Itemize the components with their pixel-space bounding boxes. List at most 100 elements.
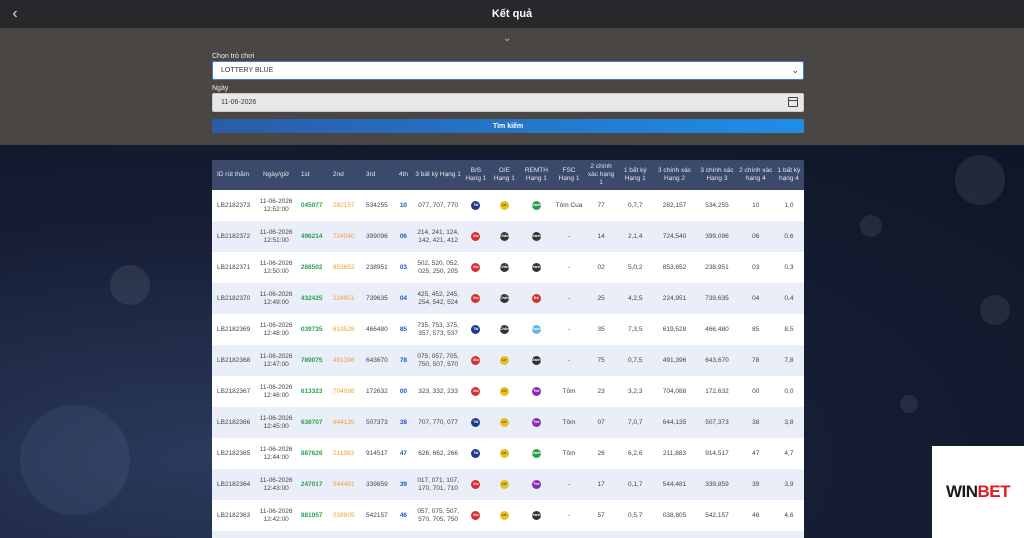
prize-2nd: 491396 bbox=[332, 356, 355, 364]
prize-4th: 39 bbox=[399, 480, 408, 488]
any1-rank4: 0,0 bbox=[784, 387, 794, 395]
remth-cell: Xanh bbox=[519, 500, 553, 531]
exact3-rank2: 619,528 bbox=[662, 325, 687, 333]
fsc-rank1: Tôm bbox=[562, 449, 576, 457]
any1-rank4: 8,5 bbox=[784, 325, 794, 333]
any3-rank1: 075, 057, 705, 750, 507, 570 bbox=[417, 353, 459, 368]
prize-1st: 789075 bbox=[300, 356, 323, 364]
table-row[interactable]: LB2182363 11-06-2026 12:42:00 881057 038805… bbox=[212, 500, 804, 531]
table-row[interactable]: LB2182366 11-06-2026 12:45:00 638707 644135… bbox=[212, 407, 804, 438]
any3-rank1: 057, 075, 507, 570, 705, 750 bbox=[417, 508, 459, 523]
back-arrow-icon[interactable]: ‹ bbox=[12, 5, 18, 22]
results-table: ID rút thăm Ngày/giờ 1st 2nd 3rd 4th 3 b… bbox=[212, 160, 804, 538]
exact2-rank1: 26 bbox=[597, 449, 605, 457]
odd-even-badge: Lẻ bbox=[499, 418, 509, 427]
exact3-rank2: 491,396 bbox=[662, 356, 687, 364]
table-row[interactable]: 11-06- 956, 965 bbox=[212, 531, 804, 538]
draw-id: LB2182372 bbox=[217, 232, 251, 240]
draw-id: LB2182364 bbox=[217, 480, 251, 488]
table-row[interactable]: LB2182367 11-06-2026 12:46:00 613323 704088… bbox=[212, 376, 804, 407]
any3-rank1: 502, 520, 052, 025, 250, 205 bbox=[417, 260, 459, 275]
exact2-rank4: 06 bbox=[752, 232, 760, 240]
col-header: Ngày/giờ bbox=[263, 171, 290, 178]
prize-3rd bbox=[361, 531, 393, 538]
table-row[interactable]: LB2182365 11-06-2026 12:44:00 887626 211883… bbox=[212, 438, 804, 469]
draw-id: LB2182363 bbox=[217, 511, 251, 519]
table-row[interactable]: LB2182373 11-06-2026 12:52:00 045077 282157… bbox=[212, 190, 804, 221]
draw-datetime: 11-06-2026 12:50:00 bbox=[259, 260, 293, 275]
exact3-rank3: 339,859 bbox=[705, 480, 729, 488]
remth-cell: Tím bbox=[519, 376, 553, 407]
table-row[interactable]: LB2182369 11-06-2026 12:48:00 039735 619528… bbox=[212, 314, 804, 345]
odd-even-cell bbox=[489, 531, 519, 538]
prize-1st: 432425 bbox=[300, 294, 323, 302]
any1-rank1: 3,2,3 bbox=[627, 387, 643, 395]
prize-4th: 10 bbox=[399, 201, 408, 209]
exact3-rank2: 211,883 bbox=[663, 449, 687, 457]
search-button[interactable]: Tìm kiếm bbox=[212, 119, 804, 133]
winbet-logo: WINBET bbox=[932, 446, 1024, 538]
col-header: 3rd bbox=[366, 171, 376, 178]
col-header: 1 bất kỳ hạng 4 bbox=[777, 167, 801, 182]
table-row[interactable]: LB2182372 11-06-2026 12:51:00 496214 724540… bbox=[212, 221, 804, 252]
prize-1st bbox=[296, 531, 328, 538]
fsc-rank1: - bbox=[567, 480, 571, 488]
table-row[interactable]: LB2182370 11-06-2026 12:49:00 432425 224951… bbox=[212, 283, 804, 314]
col-header: ID rút thăm bbox=[217, 171, 250, 178]
remth-cell: Tím bbox=[519, 469, 553, 500]
fsc-rank1: - bbox=[567, 232, 571, 240]
calendar-icon[interactable] bbox=[788, 97, 798, 107]
remth-badge: Xanh bbox=[531, 232, 541, 241]
odd-even-cell: Lẻ bbox=[489, 190, 519, 221]
any1-rank4: 0,3 bbox=[784, 263, 794, 271]
any1-rank1: 6,2,6 bbox=[627, 449, 643, 457]
exact2-rank1: 25 bbox=[597, 294, 605, 302]
draw-datetime: 11-06-2026 12:46:00 bbox=[259, 384, 293, 399]
any3-rank1: 017, 071, 107, 170, 701, 710 bbox=[417, 477, 459, 492]
prize-1st: 496214 bbox=[300, 232, 323, 240]
any3-rank1: 956, 965 bbox=[414, 531, 463, 538]
prize-4th: 78 bbox=[399, 356, 408, 364]
exact3-rank2: 544,481 bbox=[662, 480, 687, 488]
remth-badge: Xanh bbox=[531, 263, 541, 272]
game-select[interactable]: LOTTERY BLUE ⌄ bbox=[212, 61, 804, 80]
any1-rank4: 3,9 bbox=[784, 480, 794, 488]
game-select-value: LOTTERY BLUE bbox=[221, 67, 274, 74]
draw-datetime: 11-06-2026 12:47:00 bbox=[259, 353, 293, 368]
col-header: 1st bbox=[300, 171, 310, 178]
table-row[interactable]: LB2182371 11-06-2026 12:50:00 288502 853652… bbox=[212, 252, 804, 283]
any1-rank1 bbox=[618, 531, 653, 538]
odd-even-cell: Lẻ bbox=[489, 500, 519, 531]
exact3-rank2: 724,540 bbox=[662, 232, 687, 240]
exact3-rank3: 534,255 bbox=[705, 201, 729, 209]
big-small-badge: Tài bbox=[471, 449, 481, 458]
table-row[interactable]: LB2182368 11-06-2026 12:47:00 789075 491396… bbox=[212, 345, 804, 376]
prize-3rd: 507373 bbox=[366, 418, 388, 426]
exact3-rank3: 914,517 bbox=[705, 449, 729, 457]
odd-even-cell: Chẵn bbox=[489, 283, 519, 314]
exact2-rank4: 46 bbox=[752, 511, 760, 519]
draw-datetime: 11-06-2026 12:52:00 bbox=[259, 198, 293, 213]
exact3-rank3: 238,951 bbox=[705, 263, 729, 271]
fsc-rank1: - bbox=[567, 356, 571, 364]
draw-id bbox=[212, 531, 257, 538]
table-row[interactable]: LB2182364 11-06-2026 12:43:00 247017 544481… bbox=[212, 469, 804, 500]
any3-rank1: 735, 753, 375, 357, 573, 537 bbox=[417, 322, 459, 337]
exact3-rank2 bbox=[653, 531, 696, 538]
big-small-cell bbox=[462, 531, 489, 538]
remth-badge: Xanh bbox=[531, 201, 541, 210]
collapse-chevron-icon[interactable]: ⌄ bbox=[503, 33, 512, 44]
table-header-row: ID rút thăm Ngày/giờ 1st 2nd 3rd 4th 3 b… bbox=[212, 160, 804, 190]
logo-text-b: BET bbox=[977, 482, 1011, 501]
date-field[interactable]: 11-06-2026 bbox=[212, 93, 804, 112]
any1-rank1: 2,1,4 bbox=[627, 232, 643, 240]
big-small-cell: Tài bbox=[462, 407, 489, 438]
any1-rank4: 3,8 bbox=[784, 418, 794, 426]
draw-datetime: 11-06-2026 12:44:00 bbox=[259, 446, 293, 461]
prize-4th: 03 bbox=[399, 263, 408, 271]
exact3-rank3: 643,670 bbox=[705, 356, 729, 364]
big-small-badge: Tài bbox=[471, 201, 481, 210]
big-small-badge: Xỉu bbox=[471, 511, 481, 520]
draw-id: LB2182370 bbox=[217, 294, 251, 302]
any1-rank1: 0,7,7 bbox=[627, 201, 643, 209]
